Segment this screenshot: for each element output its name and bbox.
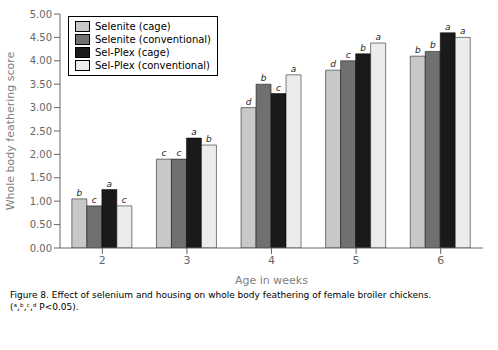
svg-text:b: b	[261, 73, 267, 83]
svg-text:3.50: 3.50	[30, 79, 52, 90]
svg-text:a: a	[460, 26, 466, 36]
svg-text:b: b	[76, 188, 82, 198]
svg-text:Whole body feathering score: Whole body feathering score	[8, 51, 17, 210]
svg-text:5.00: 5.00	[30, 9, 52, 20]
svg-text:b: b	[415, 45, 421, 55]
svg-text:c: c	[161, 148, 166, 158]
svg-text:d: d	[246, 97, 252, 107]
svg-text:1.00: 1.00	[30, 196, 52, 207]
svg-text:0.00: 0.00	[30, 243, 52, 254]
svg-text:b: b	[360, 43, 366, 53]
svg-text:3.00: 3.00	[30, 102, 52, 113]
svg-text:2.00: 2.00	[30, 149, 52, 160]
svg-text:4.00: 4.00	[30, 55, 52, 66]
svg-text:4: 4	[268, 254, 275, 267]
html-text:Sel-Plex (conventional): Sel-Plex (conventional)	[95, 60, 210, 71]
svg-text:c: c	[122, 195, 127, 205]
svg-text:c: c	[276, 83, 281, 93]
svg-text:a: a	[291, 64, 297, 74]
html-text:Sel-Plex (cage): Sel-Plex (cage)	[95, 47, 170, 58]
svg-text:a: a	[375, 32, 381, 42]
svg-text:a: a	[191, 127, 197, 137]
svg-text:2.50: 2.50	[30, 126, 52, 137]
svg-text:3: 3	[183, 254, 190, 267]
svg-text:5: 5	[353, 254, 360, 267]
svg-text:6: 6	[437, 254, 444, 267]
svg-text:4.50: 4.50	[30, 32, 52, 43]
svg-text:2: 2	[99, 254, 106, 267]
svg-text:c: c	[346, 50, 351, 60]
svg-text:b: b	[430, 40, 436, 50]
html-text:Selenite (conventional): Selenite (conventional)	[95, 34, 211, 45]
svg-text:a: a	[107, 179, 113, 189]
html-text:Selenite (cage): Selenite (cage)	[95, 21, 171, 32]
svg-text:c: c	[92, 195, 97, 205]
html-text:Figure 8. Effect of selenium a: Figure 8. Effect of selenium and housing…	[10, 290, 432, 312]
svg-text:0.50: 0.50	[30, 219, 52, 230]
svg-text:d: d	[330, 59, 336, 69]
svg-text:Age in weeks: Age in weeks	[235, 274, 308, 287]
svg-text:b: b	[206, 134, 212, 144]
svg-text:a: a	[445, 22, 451, 32]
svg-text:1.50: 1.50	[30, 172, 52, 183]
svg-text:c: c	[176, 148, 181, 158]
